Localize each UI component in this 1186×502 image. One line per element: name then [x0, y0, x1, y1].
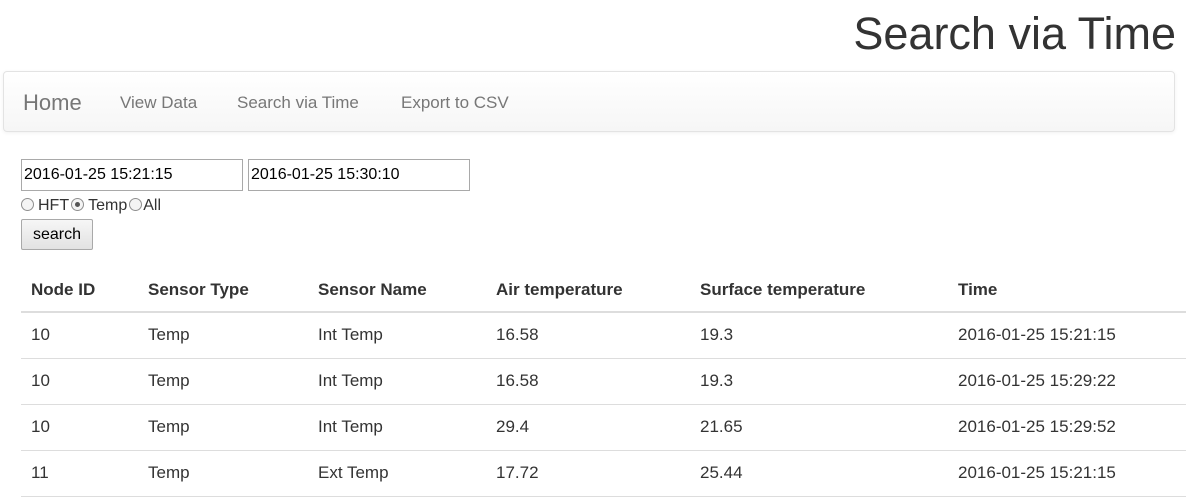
cell-sensor-type: Temp: [138, 404, 308, 451]
cell-sensor-name: Ext Temp: [308, 450, 486, 497]
header-sensor-name: Sensor Name: [308, 268, 486, 313]
cell-surface-temperature: 19.3: [690, 358, 948, 405]
search-button[interactable]: search: [21, 219, 93, 250]
cell-node-id: 11: [21, 450, 138, 497]
cell-surface-temperature: 25.44: [690, 450, 948, 497]
radio-hft-label: HFT: [38, 197, 70, 214]
radio-temp-label: Temp: [88, 197, 128, 214]
cell-time: 2016-01-25 15:21:15: [948, 312, 1186, 359]
cell-surface-temperature: 19.3: [690, 312, 948, 359]
cell-air-temperature: 16.58: [486, 312, 690, 359]
header-air-temperature: Air temperature: [486, 268, 690, 313]
header-time: Time: [948, 268, 1186, 313]
cell-sensor-name: Int Temp: [308, 358, 486, 405]
table-row: 10 Temp Int Temp 29.4 21.65 2016-01-25 1…: [21, 404, 1186, 451]
cell-sensor-type: Temp: [138, 358, 308, 405]
start-time-input[interactable]: [21, 159, 243, 191]
cell-sensor-type: Temp: [138, 450, 308, 497]
cell-time: 2016-01-25 15:29:22: [948, 358, 1186, 405]
radio-temp[interactable]: [71, 198, 85, 211]
table-header-row: Node ID Sensor Type Sensor Name Air temp…: [21, 268, 1186, 313]
header-surface-temperature: Surface temperature: [690, 268, 948, 313]
cell-time: 2016-01-25 15:21:15: [948, 450, 1186, 497]
navbar: Home View Data Search via Time Export to…: [3, 71, 1175, 132]
cell-air-temperature: 17.72: [486, 450, 690, 497]
cell-node-id: 10: [21, 312, 138, 359]
table-row: 10 Temp Int Temp 16.58 19.3 2016-01-25 1…: [21, 312, 1186, 359]
sensor-type-radio-group: HFT Temp All: [21, 195, 163, 217]
table-row: 10 Temp Int Temp 16.58 19.3 2016-01-25 1…: [21, 358, 1186, 405]
cell-node-id: 10: [21, 358, 138, 405]
table-row: 11 Temp Ext Temp 17.72 25.44 2016-01-25 …: [21, 450, 1186, 497]
page-title: Search via Time: [853, 8, 1176, 59]
cell-time: 2016-01-25 15:29:52: [948, 404, 1186, 451]
cell-air-temperature: 16.58: [486, 358, 690, 405]
end-time-input[interactable]: [248, 159, 470, 191]
cell-sensor-name: Int Temp: [308, 404, 486, 451]
header-sensor-type: Sensor Type: [138, 268, 308, 313]
nav-home-link[interactable]: Home: [23, 90, 82, 115]
radio-all-label: All: [143, 197, 162, 214]
radio-hft[interactable]: [21, 198, 34, 211]
cell-air-temperature: 29.4: [486, 404, 690, 451]
results-table: Node ID Sensor Type Sensor Name Air temp…: [21, 268, 1186, 497]
cell-sensor-type: Temp: [138, 312, 308, 359]
radio-all[interactable]: [129, 198, 143, 211]
cell-surface-temperature: 21.65: [690, 404, 948, 451]
cell-node-id: 10: [21, 404, 138, 451]
nav-search-via-time-link[interactable]: Search via Time: [237, 93, 359, 112]
nav-view-data-link[interactable]: View Data: [120, 93, 198, 112]
nav-export-csv-link[interactable]: Export to CSV: [401, 93, 509, 112]
header-node-id: Node ID: [21, 268, 138, 313]
cell-sensor-name: Int Temp: [308, 312, 486, 359]
